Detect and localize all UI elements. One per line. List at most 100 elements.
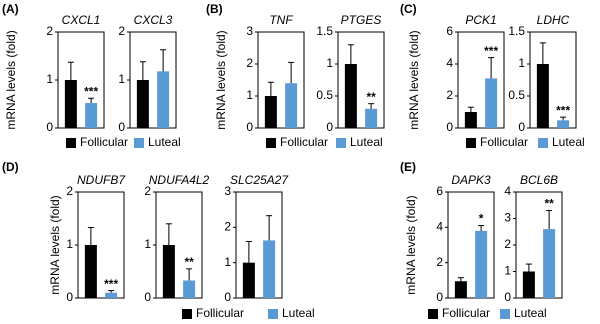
subplot-title: NDUFB7	[77, 173, 126, 187]
bar	[464, 112, 477, 128]
y-tick-label: 0	[504, 290, 511, 304]
y-tick-label: 1.5	[508, 24, 525, 38]
subplot-title: NDUFA4L2	[149, 173, 210, 187]
y-tick-label: 0	[518, 120, 525, 134]
y-tick-label: 0	[144, 290, 151, 304]
bar	[242, 262, 255, 298]
legend-swatch	[500, 309, 510, 319]
bar	[285, 83, 298, 128]
y-tick-label: 0	[66, 290, 73, 304]
y-axis-label: mRNA levels (fold)	[404, 195, 418, 294]
y-tick-label: 1	[144, 237, 151, 251]
y-tick-label: 0.5	[508, 88, 525, 102]
legend-swatch	[66, 138, 76, 148]
y-tick-label: 0	[436, 290, 443, 304]
y-tick-label: 4	[446, 56, 453, 70]
y-tick-label: 1	[118, 72, 125, 86]
y-tick-label: 2	[446, 88, 453, 102]
y-tick-label: 0	[446, 120, 453, 134]
legend-label: Follicular	[480, 135, 528, 149]
y-axis-label: mRNA levels (fold)	[214, 30, 228, 129]
legend-label: Luteal	[514, 306, 547, 320]
legend-swatch	[538, 138, 548, 148]
legend-label: Luteal	[552, 135, 585, 149]
panel-label: (C)	[400, 2, 417, 16]
panel-label: (E)	[400, 160, 416, 174]
y-tick-label: 1.5	[316, 24, 333, 38]
y-axis-label: mRNA levels (fold)	[4, 30, 18, 129]
bar	[454, 281, 467, 298]
plot-frame	[337, 31, 385, 129]
y-tick-label: 3	[224, 184, 231, 198]
subplot-title: PTGES	[341, 13, 382, 27]
bar	[85, 103, 98, 128]
y-tick-label: 1	[66, 237, 73, 251]
subplot-title: DAPK3	[451, 173, 491, 187]
subplot-title: CXCL3	[134, 13, 173, 27]
significance: **	[184, 255, 194, 269]
bar	[344, 64, 357, 128]
plot-frame	[235, 191, 283, 299]
y-tick-label: 0.5	[316, 88, 333, 102]
bar	[183, 280, 196, 298]
y-tick-label: 1	[504, 264, 511, 278]
bar	[475, 230, 488, 298]
bar	[557, 120, 570, 128]
bar	[84, 245, 97, 298]
bar	[136, 80, 149, 128]
y-tick-label: 4	[504, 184, 511, 198]
plot-frame	[457, 31, 505, 129]
legend-label: Luteal	[148, 135, 181, 149]
y-tick-label: 6	[446, 24, 453, 38]
panel-label: (B)	[206, 2, 223, 16]
legend-swatch	[266, 138, 276, 148]
y-tick-label: 2	[66, 184, 73, 198]
y-tick-label: 1	[518, 56, 525, 70]
y-tick-label: 6	[436, 184, 443, 198]
subplot-title: BCL6B	[520, 173, 558, 187]
y-tick-label: 2	[144, 184, 151, 198]
y-tick-label: 3	[246, 24, 253, 38]
bar	[157, 71, 170, 128]
bar	[105, 292, 118, 298]
legend-swatch	[182, 309, 192, 319]
bar	[365, 108, 378, 128]
legend-label: Follicular	[196, 306, 244, 320]
bar	[264, 96, 277, 128]
bar	[162, 245, 175, 298]
bar	[64, 80, 77, 128]
y-tick-label: 0	[224, 290, 231, 304]
significance: ***	[84, 84, 98, 98]
legend-swatch	[466, 138, 476, 148]
y-axis-label: mRNA levels (fold)	[407, 30, 421, 129]
legend-swatch	[134, 138, 144, 148]
bar	[263, 240, 276, 298]
y-tick-label: 1	[246, 88, 253, 102]
significance: ***	[104, 277, 118, 291]
subplot-title: SLC25A27	[230, 173, 289, 187]
y-tick-label: 2	[436, 255, 443, 269]
legend-swatch	[268, 309, 278, 319]
subplot-title: PCK1	[465, 13, 496, 27]
bar	[536, 64, 549, 128]
subplot-title: CXCL1	[62, 13, 101, 27]
legend-label: Luteal	[350, 135, 383, 149]
legend-label: Follicular	[280, 135, 328, 149]
legend-swatch	[336, 138, 346, 148]
panel-label: (D)	[2, 160, 19, 174]
significance: *	[479, 212, 484, 226]
y-tick-label: 3	[504, 211, 511, 225]
bar	[522, 271, 535, 298]
y-tick-label: 1	[46, 72, 53, 86]
y-tick-label: 2	[118, 24, 125, 38]
significance: ***	[484, 44, 498, 58]
plot-frame	[447, 191, 495, 299]
y-tick-label: 0	[46, 120, 53, 134]
y-tick-label: 2	[224, 220, 231, 234]
bar	[543, 229, 556, 298]
significance: ***	[556, 103, 570, 117]
legend-label: Luteal	[282, 306, 315, 320]
panel-label: (A)	[2, 2, 19, 16]
y-tick-label: 1	[326, 56, 333, 70]
